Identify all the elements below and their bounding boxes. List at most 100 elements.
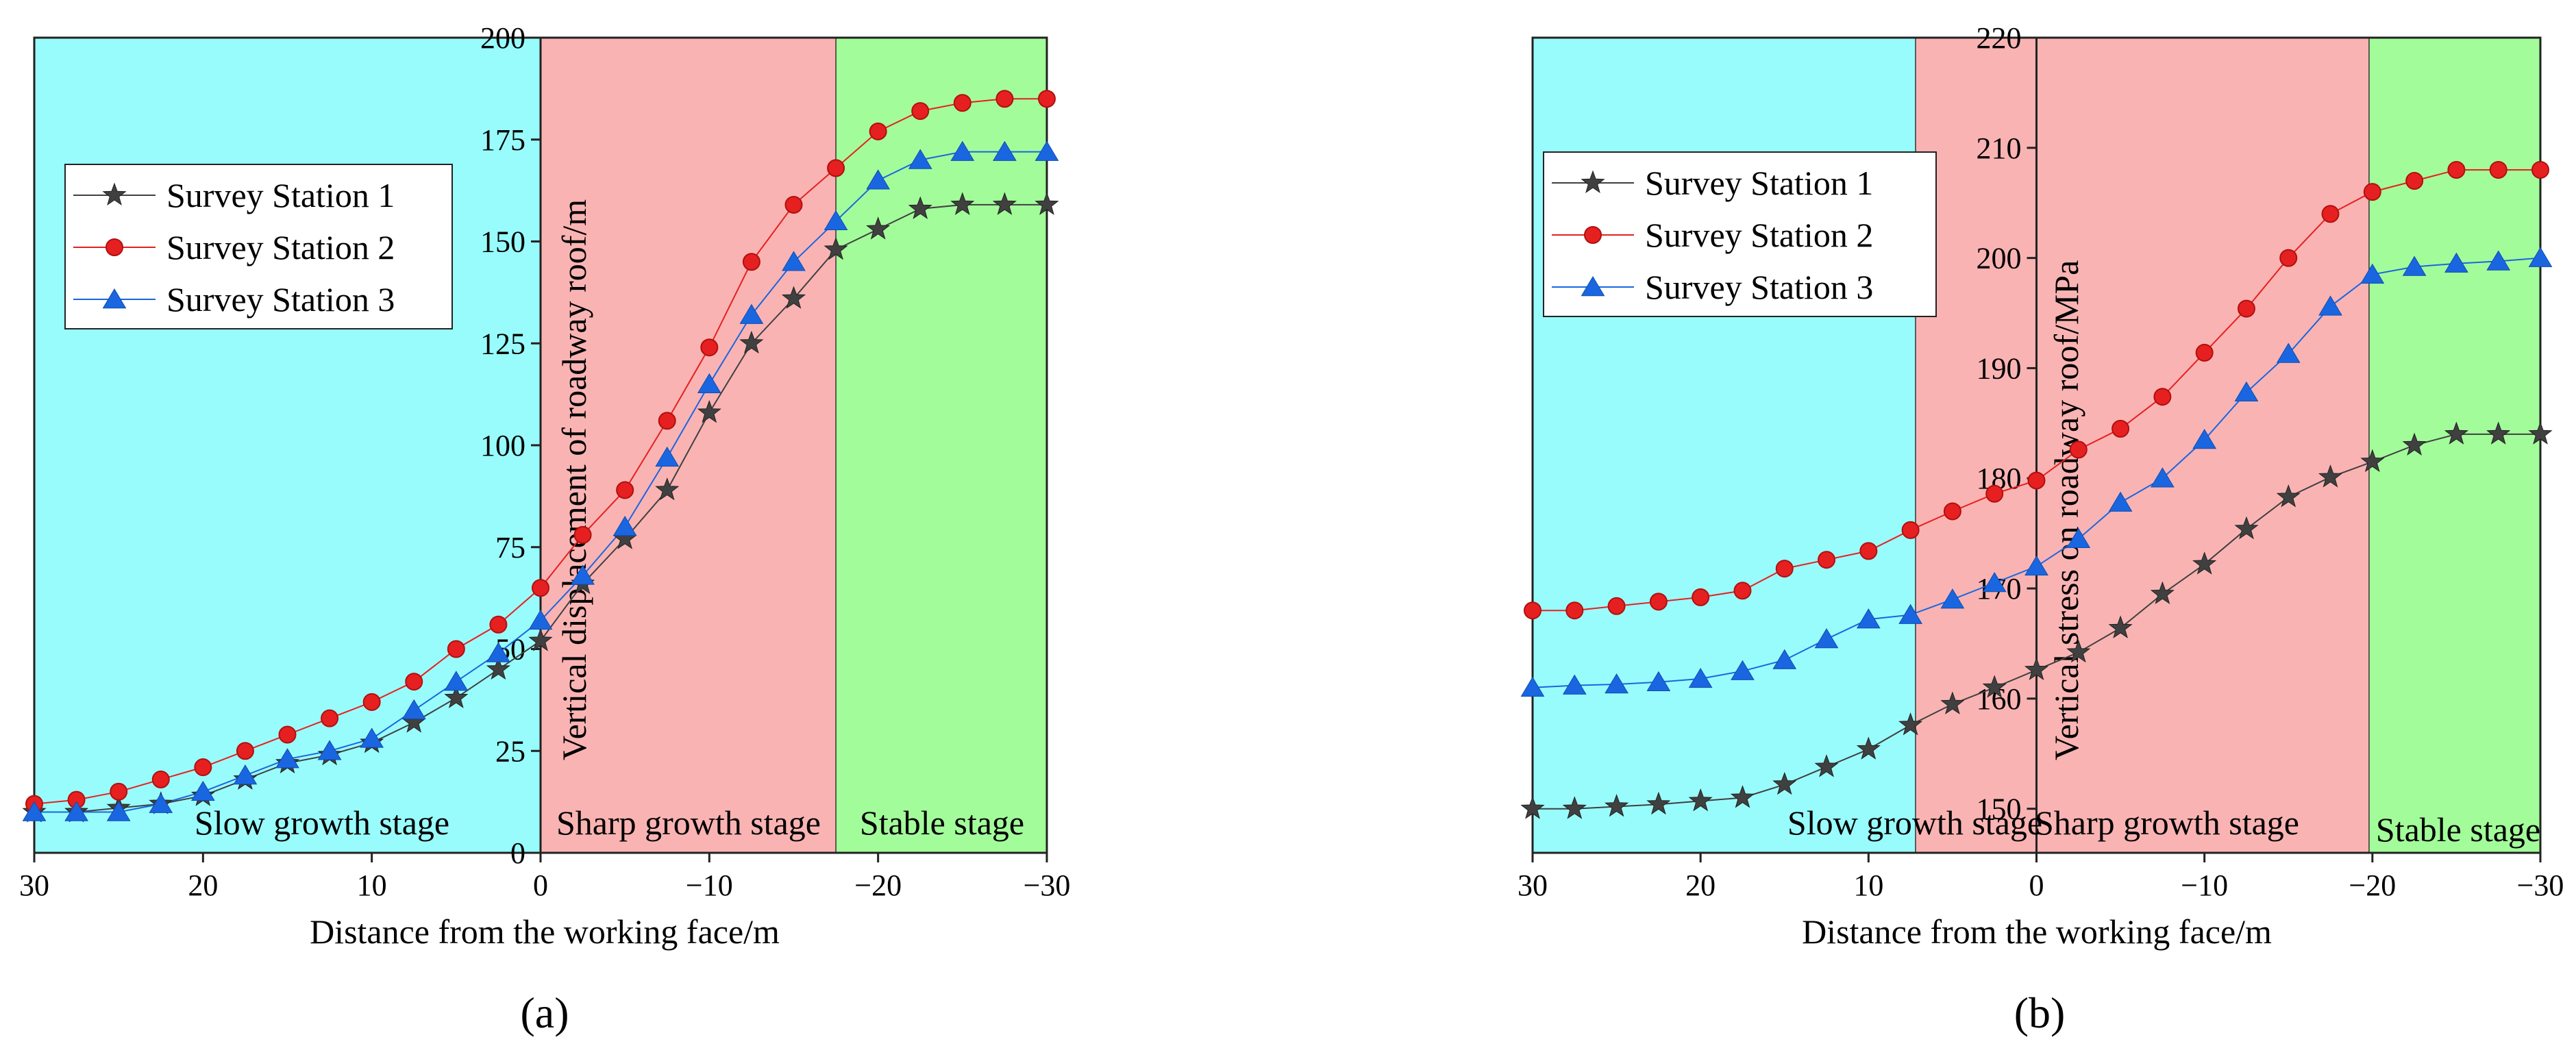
chart-a-x-tick-label: −10 (686, 869, 733, 902)
chart-b-series-2-point (2069, 440, 2088, 459)
chart-a-series-1-point (739, 330, 764, 354)
chart-b-series-3-point (2192, 428, 2217, 449)
chart-a-y-tick-label: 0 (510, 836, 525, 870)
chart-b-x-tick-label: 30 (1518, 869, 1548, 902)
chart-b-series-2-point (1775, 560, 1794, 578)
chart-a-series-2-point (405, 673, 423, 691)
chart-b-series-3-point (2402, 256, 2427, 276)
chart-a-series-2-point (573, 525, 592, 544)
chart-b-series-3-point (2150, 467, 2175, 488)
chart-a-series-1-point (486, 656, 510, 680)
chart-a-x-tick-label: 20 (188, 869, 218, 902)
chart-a-series-2-point (953, 94, 971, 112)
chart-b-series-2-point (2489, 160, 2507, 179)
chart-b-series-1-point (2444, 421, 2468, 445)
chart-a-series-2-point (827, 159, 845, 177)
chart-a-y-tick-label: 125 (480, 327, 525, 360)
chart-a-series-3-point (360, 727, 384, 748)
chart-a-series-3-point (950, 140, 975, 161)
chart-a-series-2-point (151, 770, 170, 788)
chart-b-series-3-point (1856, 608, 1881, 629)
chart-a-series-1-point (950, 192, 975, 215)
chart-a-series-2-point (911, 102, 930, 121)
chart-b-series-1-point (2528, 421, 2553, 445)
chart-b-series-1-point (2024, 657, 2049, 680)
chart-b-series-1-point (2486, 421, 2511, 445)
chart-b-y-tick-label: 220 (1977, 21, 2022, 55)
chart-b-y-tick-label: 210 (1977, 132, 2022, 165)
chart-a-series-1-point (866, 216, 891, 240)
chart-b-series-2-point (1692, 588, 1710, 606)
chart-a-series-2-point (742, 253, 760, 271)
chart-b-series-3-point (2528, 247, 2553, 267)
chart-b-series-1-point (1646, 791, 1671, 815)
chart-b-series-2-point (1565, 601, 1584, 620)
chart-b-series-2-point (1649, 593, 1668, 611)
chart-b-series-1-point (1688, 788, 1713, 812)
chart-a-series-1-point (697, 399, 721, 423)
chart-b-series-1-point (1562, 796, 1587, 819)
panel-label-a: (a) (520, 988, 569, 1037)
chart-b: 1501601701801902002102203020100−10−20−30… (1518, 21, 2564, 951)
chart-b-series-3-point (1688, 667, 1713, 688)
chart-b-series-3-point (1605, 673, 1628, 694)
chart-a-series-1-point (444, 685, 469, 708)
chart-b-series-1-point (2276, 484, 2301, 508)
chart-b-series-2-point (1943, 502, 1961, 521)
chart-a-x-tick-label: 10 (357, 869, 387, 902)
chart-a-series-3-point (908, 149, 932, 169)
chart-b-series-2-point (1985, 484, 2004, 503)
chart-b-series-3-point (2234, 381, 2259, 402)
chart-b-series-1-point (1982, 675, 2007, 698)
chart-a-x-tick-label: 30 (19, 869, 49, 902)
chart-b-legend-marker-1 (1581, 170, 1605, 193)
chart-b-x-tick-label: 0 (2029, 869, 2044, 902)
chart-a-stage-band-2 (541, 38, 837, 853)
chart-a-series-1-point (908, 196, 932, 219)
chart-b-series-1-point (1605, 794, 1629, 817)
chart-b-stage-label-2: Sharp growth stage (2035, 803, 2299, 842)
chart-a-series-2-point (784, 195, 803, 214)
chart-a-y-tick-label: 25 (495, 734, 525, 768)
chart-a-series-3-point (866, 169, 891, 190)
chart-a-x-axis-label: Distance from the working face/m (310, 912, 780, 951)
chart-b-series-1-point (1520, 796, 1545, 819)
chart-b-series-2-point (1733, 582, 1752, 600)
chart-a-series-3-point (233, 764, 258, 785)
chart-b-series-2-point (2447, 160, 2466, 179)
chart-a-series-3-point (655, 446, 680, 467)
chart-a-series-3-point (190, 780, 215, 801)
chart-a-series-3-point (106, 801, 131, 821)
chart-b-x-tick-label: −10 (2181, 869, 2228, 902)
chart-a-series-2-point (995, 90, 1014, 108)
chart-a-series-1-point (823, 236, 848, 260)
chart-b-series-3-point (2360, 263, 2385, 284)
chart-a-stage-label-3: Stable stage (860, 803, 1024, 842)
chart-a-series-3-point (571, 564, 595, 585)
chart-a-legend-marker-1 (102, 182, 127, 205)
chart-b-x-tick-label: −30 (2517, 869, 2564, 902)
chart-b-series-1-point (1814, 754, 1839, 777)
chart-b-series-1-point (1772, 771, 1797, 795)
chart-b-series-3-point (2486, 250, 2511, 271)
chart-b-series-2-point (2111, 419, 2130, 438)
chart-b-series-3-point (1772, 649, 1797, 669)
chart-b-stage-band-3 (2368, 38, 2540, 853)
chart-a-series-3-point (444, 671, 469, 691)
chart-a-x-tick-label: 0 (533, 869, 548, 902)
chart-a-series-3-point (528, 609, 553, 630)
chart-b-series-3-point (2318, 295, 2342, 316)
chart-a-series-3-point (401, 699, 426, 719)
chart-b-series-2-point (1859, 542, 1878, 560)
chart-a-series-2-point (658, 412, 676, 430)
chart-a-legend-label-1: Survey Station 1 (166, 176, 395, 214)
chart-b-legend-label-3: Survey Station 3 (1645, 268, 1873, 306)
chart-b-x-tick-label: −20 (2349, 869, 2396, 902)
chart-b-series-3-point (1940, 588, 1965, 609)
chart-b-series-3-point (2024, 555, 2048, 576)
chart-b-x-tick-label: 10 (1853, 869, 1883, 902)
chart-b-series-3-point (1646, 671, 1671, 691)
chart-b-series-3-point (1562, 674, 1587, 695)
chart-b-x-tick-label: 20 (1685, 869, 1716, 902)
